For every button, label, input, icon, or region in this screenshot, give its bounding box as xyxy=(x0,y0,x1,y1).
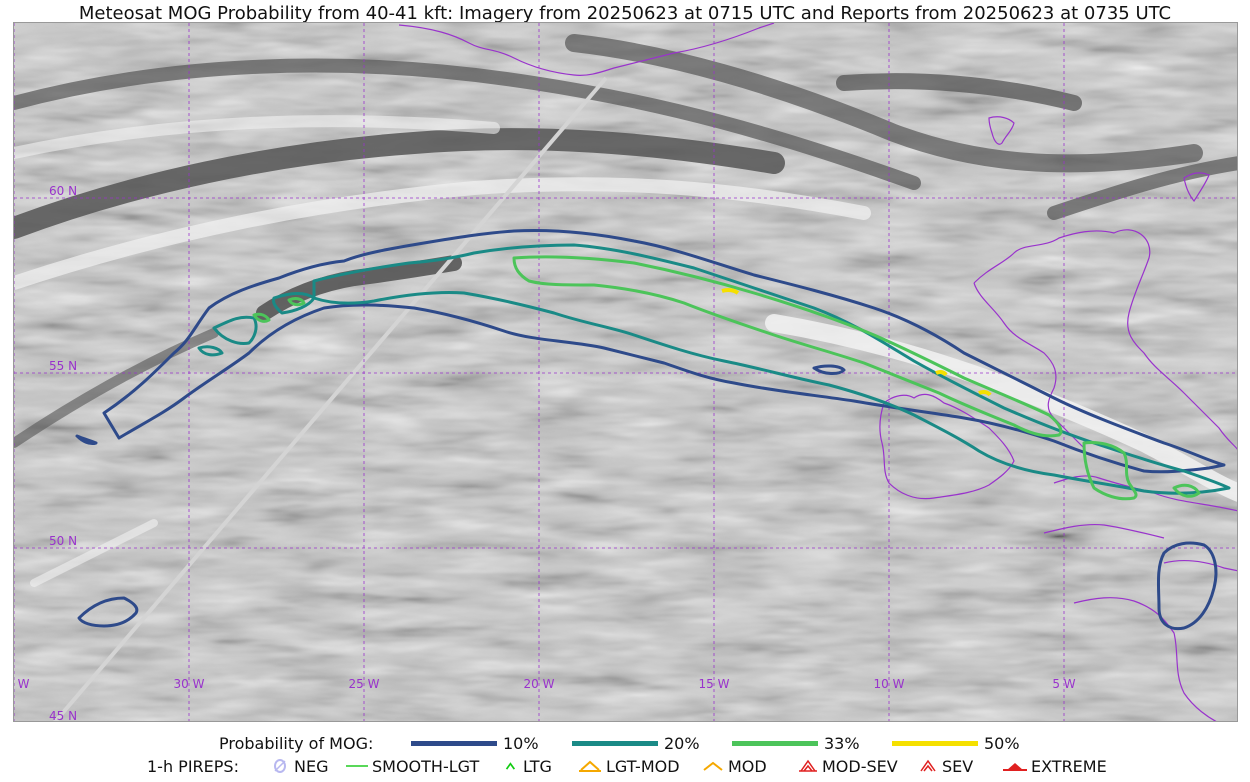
contour-33-main xyxy=(512,255,1063,438)
extreme-icon xyxy=(1003,763,1027,771)
contour-33-small-d xyxy=(252,312,271,323)
pirep-label-mod-sev: MOD-SEV xyxy=(822,756,898,776)
pirep-item-extreme: EXTREME xyxy=(1003,755,1107,777)
contour-33-small-c xyxy=(287,297,306,307)
lon-label-25w: 25 W xyxy=(349,677,380,691)
lon-label-30w: 30 W xyxy=(174,677,205,691)
contour-10-small-b xyxy=(1156,541,1218,631)
legend-item-10: 10% xyxy=(411,732,539,754)
contour-10-small-d xyxy=(75,434,98,445)
swatch-10 xyxy=(411,740,497,746)
contour-20-small-b xyxy=(272,292,316,315)
pirep-item-lgt-mod: LGT-MOD xyxy=(578,755,680,777)
lon-label-35w: 35 W xyxy=(14,677,30,691)
bright-cloud-bands xyxy=(14,115,1237,587)
contour-20-main xyxy=(312,243,1231,495)
lon-label-20w: 20 W xyxy=(524,677,555,691)
legend-item-20: 20% xyxy=(572,732,700,754)
lon-label-10w: 10 W xyxy=(874,677,905,691)
contour-10-small-a xyxy=(77,596,139,628)
pirep-item-ltg: LTG xyxy=(505,755,552,777)
contour-20-small-a xyxy=(212,315,258,345)
mod-icon xyxy=(703,761,723,771)
swatch-20 xyxy=(572,740,658,746)
pirep-label-neg: NEG xyxy=(294,756,329,776)
lon-label-15w: 15 W xyxy=(699,677,730,691)
pirep-item-mod: MOD xyxy=(702,755,767,777)
contour-33-small-a xyxy=(1082,441,1138,501)
legend-label-50: 50% xyxy=(984,733,1020,753)
contour-50-b xyxy=(935,369,948,377)
pireps-legend: 1-h PIREPS: NEG SMOOTH-LGT LTG LGT-MOD M… xyxy=(0,755,1250,777)
legend-label-33: 33% xyxy=(824,733,860,753)
contour-10-small-c xyxy=(812,364,846,375)
neg-icon xyxy=(274,759,286,773)
longitude-labels: 35 W 30 W 25 W 20 W 15 W 10 W 5 W xyxy=(14,677,1076,691)
probability-legend: Probability of MOG: 10% 20% 33% 50% xyxy=(0,732,1250,754)
contour-50-a xyxy=(721,287,740,295)
sev-icon xyxy=(920,759,936,772)
dark-cloud-bands xyxy=(14,34,1237,448)
pirep-item-neg: NEG xyxy=(272,755,328,777)
lat-label-50: 50 N xyxy=(49,534,77,548)
lgt-mod-icon xyxy=(579,760,601,772)
mod-sev-icon xyxy=(799,759,817,772)
lon-label-5w: 5 W xyxy=(1052,677,1075,691)
pirep-item-smooth-lgt: SMOOTH-LGT xyxy=(346,755,479,777)
contour-33-small-b xyxy=(1172,483,1201,498)
latitude-labels: 60 N 55 N 50 N 45 N xyxy=(49,184,77,722)
pirep-label-ltg: LTG xyxy=(523,756,552,776)
pirep-label-extreme: EXTREME xyxy=(1031,756,1107,776)
ltg-icon xyxy=(505,762,516,770)
contour-10-main xyxy=(102,228,1226,474)
pireps-legend-label: 1-h PIREPS: xyxy=(147,756,239,776)
lat-label-60: 60 N xyxy=(49,184,77,198)
map-canvas: 60 N 55 N 50 N 45 N 35 W 30 W 25 W 20 W … xyxy=(14,23,1237,722)
contour-50-c xyxy=(978,389,992,397)
pirep-label-sev: SEV xyxy=(942,756,974,776)
legend-item-50: 50% xyxy=(892,732,1020,754)
contour-20-small-c xyxy=(197,345,224,357)
legend-item-33: 33% xyxy=(732,732,860,754)
map-title: Meteosat MOG Probability from 40-41 kft:… xyxy=(78,3,1172,24)
smooth-lgt-icon xyxy=(346,765,368,767)
swath-edge-line xyxy=(53,76,608,721)
probability-contours xyxy=(75,228,1231,631)
pirep-item-sev: SEV xyxy=(918,755,973,777)
legend-label-20: 20% xyxy=(664,733,700,753)
swatch-50 xyxy=(892,740,978,746)
pirep-label-lgt-mod: LGT-MOD xyxy=(606,756,680,776)
lat-label-55: 55 N xyxy=(49,359,77,373)
satellite-map[interactable]: 60 N 55 N 50 N 45 N 35 W 30 W 25 W 20 W … xyxy=(13,22,1238,722)
pirep-item-mod-sev: MOD-SEV xyxy=(798,755,898,777)
probability-legend-label: Probability of MOG: xyxy=(219,733,374,753)
lat-label-45: 45 N xyxy=(49,709,77,722)
pirep-label-mod: MOD xyxy=(728,756,767,776)
swatch-33 xyxy=(732,740,818,746)
pirep-label-smooth-lgt: SMOOTH-LGT xyxy=(372,756,480,776)
legend-label-10: 10% xyxy=(503,733,539,753)
